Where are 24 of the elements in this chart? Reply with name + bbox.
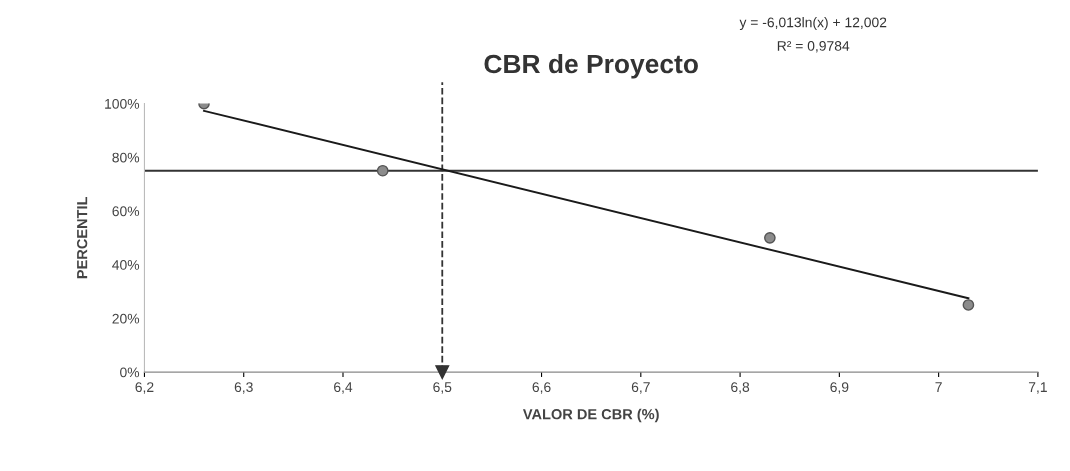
x-tick-label: 6,3 (234, 382, 253, 394)
x-tick-label: 6,7 (631, 382, 650, 394)
text: R² = 0,9784 (777, 40, 850, 53)
x-tick-label: 6,4 (334, 382, 353, 394)
y-tick-label: 40% (112, 260, 140, 270)
x-axis-title: VALOR DE CBR (%) (522, 408, 659, 423)
x-tick-label: 7,1 (1028, 382, 1047, 394)
x-tick-label: 7 (935, 382, 942, 392)
y-tick-label: 60% (112, 206, 140, 217)
x-tick-label: 6,5 (433, 382, 452, 394)
chart-title: CBR de Proyecto (484, 53, 698, 79)
y-tick-label: 0% (120, 367, 140, 378)
x-tick-label: 6,2 (135, 382, 154, 394)
y-tick-label: 20% (112, 313, 140, 324)
y-tick-label: 100% (105, 98, 140, 109)
y-tick-label: 80% (112, 152, 140, 163)
text: y = -6,013ln(x) + 12,002 (739, 17, 887, 31)
x-tick-label: 6,6 (532, 382, 551, 394)
y-axis-title: PERCENTIL (76, 196, 88, 279)
point (376, 164, 389, 177)
point (764, 232, 776, 244)
point (962, 299, 975, 311)
x-tick-label: 6,8 (731, 382, 750, 394)
x-tick-label: 6,9 (830, 382, 849, 394)
